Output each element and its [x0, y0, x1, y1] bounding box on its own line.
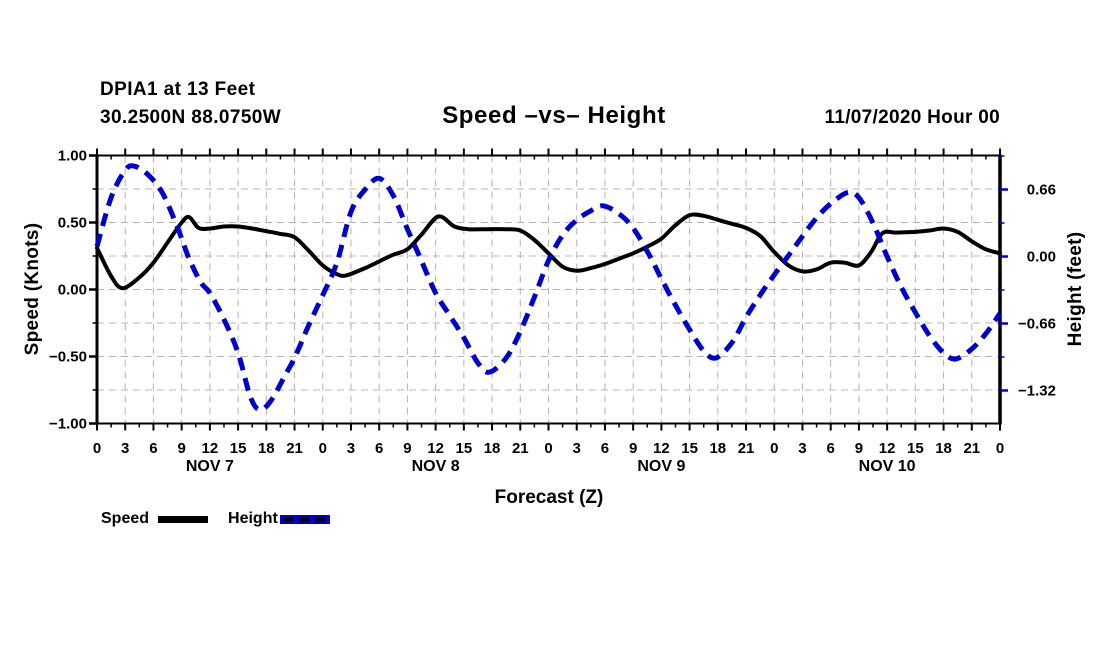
- series-height: [94, 163, 1003, 413]
- x-tick-label: 21: [286, 440, 303, 457]
- y-left-tick-label: −1.00: [49, 416, 87, 433]
- x-tick-label: 3: [798, 440, 806, 457]
- x-tick-label: 9: [855, 440, 863, 457]
- x-tick-label: 6: [601, 440, 609, 457]
- x-tick-label: 6: [827, 440, 835, 457]
- legend-speed-line-sample: [158, 515, 209, 523]
- x-tick-label: 9: [403, 440, 411, 457]
- series-speed-line: [95, 212, 1002, 291]
- legend-speed-label: Speed: [101, 510, 150, 527]
- series-height-line: [94, 163, 1003, 413]
- x-tick-label: 12: [879, 440, 896, 457]
- x-tick-label: 6: [375, 440, 383, 457]
- y-left-tick-label: 0.50: [58, 215, 87, 232]
- legend-height-dashes: [282, 516, 327, 522]
- x-tick-label: 21: [963, 440, 980, 457]
- station-id: DPIA1 at 13 Feet: [100, 79, 256, 100]
- forecast-datetime: 11/07/2020 Hour 00: [824, 107, 1000, 128]
- y-right-tick-label: 0.00: [1027, 249, 1056, 266]
- left-axis-title: Speed (Knots): [22, 222, 43, 356]
- axis-tick-labels: 1.00 0.50 0.00 −0.50 −1.00 0.66 0.00 −0.66 −1.32…: [49, 148, 1056, 476]
- y-right-tick-label: −0.66: [1018, 315, 1056, 332]
- x-tick-label: 3: [573, 440, 581, 457]
- y-right-tick-label: −1.32: [1018, 382, 1056, 399]
- x-tick-label: 0: [996, 440, 1004, 457]
- x-tick-label: 9: [177, 440, 185, 457]
- y-right-tick-label: 0.66: [1027, 182, 1056, 199]
- station-coordinates: 30.2500N 88.0750W: [100, 107, 282, 128]
- x-tick-label: 15: [230, 440, 247, 457]
- x-tick-label: 0: [319, 440, 327, 457]
- series-speed: [95, 212, 1002, 291]
- x-tick-label: 3: [347, 440, 355, 457]
- legend-height-line-sample: [279, 514, 330, 524]
- y-left-tick-label: −0.50: [49, 349, 87, 366]
- x-tick-label: 12: [427, 440, 444, 457]
- x-tick-label: 18: [709, 440, 726, 457]
- x-tick-label: 15: [907, 440, 924, 457]
- x-axis-title: Forecast (Z): [494, 487, 604, 508]
- x-tick-label: 18: [484, 440, 501, 457]
- x-day-label: NOV 7: [186, 458, 234, 475]
- x-tick-label: 18: [935, 440, 952, 457]
- legend-height-label: Height: [228, 510, 278, 527]
- x-tick-label: 6: [149, 440, 157, 457]
- x-tick-label: 21: [512, 440, 529, 457]
- x-tick-label: 0: [93, 440, 101, 457]
- axis-ticks: [89, 148, 1008, 431]
- right-axis-title: Height (feet): [1065, 231, 1086, 347]
- x-day-label: NOV 8: [412, 458, 460, 475]
- x-tick-label: 12: [653, 440, 670, 457]
- y-left-tick-label: 1.00: [58, 148, 87, 165]
- legend: Speed Height: [101, 510, 330, 528]
- x-day-label: NOV 10: [859, 458, 916, 475]
- x-tick-label: 15: [681, 440, 698, 457]
- gridlines: [97, 155, 1000, 424]
- x-tick-label: 0: [770, 440, 778, 457]
- x-tick-label: 15: [456, 440, 473, 457]
- x-tick-label: 0: [544, 440, 552, 457]
- x-tick-label: 12: [202, 440, 219, 457]
- x-tick-label: 9: [629, 440, 637, 457]
- x-tick-label: 3: [121, 440, 129, 457]
- x-day-label: NOV 9: [637, 458, 685, 475]
- x-tick-label: 18: [258, 440, 275, 457]
- y-left-tick-label: 0.00: [58, 282, 87, 299]
- x-tick-label: 21: [738, 440, 755, 457]
- chart-title: Speed –vs– Height: [442, 102, 666, 129]
